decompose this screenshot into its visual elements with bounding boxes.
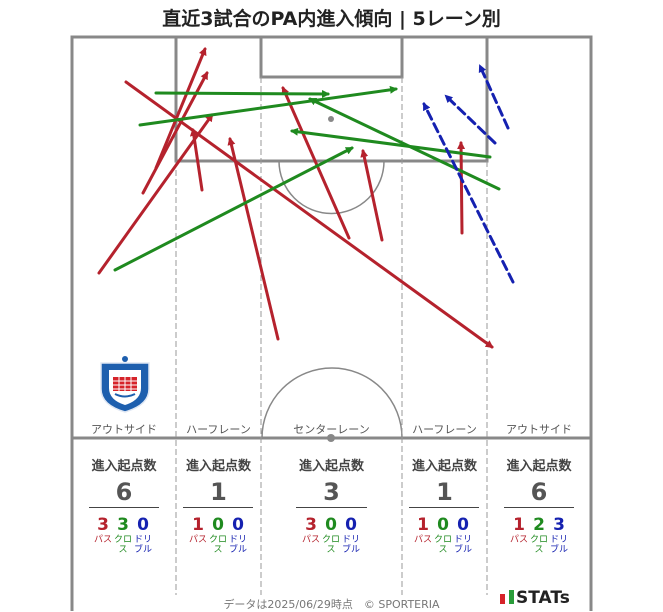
stat-pass: 1 パス [510, 515, 529, 545]
stat-header: 進入起点数 [411, 459, 477, 474]
pass-arrow [154, 47, 207, 170]
stat-total: 6 [115, 478, 133, 506]
vfk-crest-icon [100, 356, 150, 413]
stat-header: 進入起点数 [185, 459, 251, 474]
stat-divider [89, 507, 159, 508]
cross-arrow [308, 97, 501, 191]
stat-cross: 0 クロス [322, 515, 341, 555]
lane-label-halfspace-right: ハーフレーン [412, 423, 477, 436]
pass-arrow [360, 149, 384, 242]
stat-cross: 2 クロス [530, 515, 549, 555]
stat-header: 進入起点数 [298, 459, 364, 474]
stat-pass: 1 パス [189, 515, 208, 545]
dribble-arrow [444, 94, 497, 145]
stat-cross: 0 クロス [434, 515, 453, 555]
lane-label-halfspace-left: ハーフレーン [186, 423, 251, 436]
penalty-spot [328, 116, 334, 122]
stat-dribble: 0 ドリブル [229, 515, 248, 555]
cross-arrow [290, 127, 492, 159]
center-spot [327, 434, 335, 442]
pass-arrow [281, 86, 351, 240]
brand-text: STATs [516, 588, 570, 608]
stat-cross: 0 クロス [209, 515, 228, 555]
stat-divider [409, 507, 479, 508]
dribble-arrow [478, 64, 510, 130]
stat-total: 1 [436, 478, 453, 506]
center-circle [261, 367, 403, 439]
pass-arrow [97, 113, 214, 275]
brand-logo: STATs [500, 588, 570, 608]
stat-header: 進入起点数 [506, 459, 572, 474]
stat-cross: 3 クロス [114, 515, 133, 555]
stat-dribble: 0 ドリブル [134, 515, 153, 555]
dribble-arrow [422, 102, 515, 284]
lane-label-center: センターレーン [293, 423, 370, 436]
stat-total: 3 [323, 478, 340, 506]
pass-arrow [227, 137, 280, 341]
pass-arrow [189, 128, 204, 192]
stat-header: 進入起点数 [91, 459, 157, 474]
stat-pass: 3 パス [302, 515, 321, 545]
stat-total: 6 [530, 478, 548, 506]
footer-credit: データは2025/06/29時点 © SPORTERIA [223, 598, 440, 611]
stat-dribble: 0 ドリブル [342, 515, 361, 555]
pass-arrow [457, 141, 466, 235]
stat-dribble: 0 ドリブル [454, 515, 473, 555]
cross-arrow [113, 146, 354, 272]
page-title: 直近3試合のPA内進入傾向 | 5レーン別 [162, 8, 501, 30]
stat-divider [183, 507, 253, 508]
stat-total: 1 [210, 478, 227, 506]
cross-arrow [154, 89, 330, 98]
stat-pass: 1 パス [414, 515, 433, 545]
pass-arrow [124, 80, 494, 349]
stat-divider [296, 507, 367, 508]
lane-label-outside-left: アウトサイド [91, 423, 157, 436]
goal-area [259, 35, 404, 79]
cross-arrow [138, 85, 398, 127]
lane-label-outside-right: アウトサイド [506, 423, 572, 436]
stat-dribble: 3 ドリブル [550, 515, 569, 555]
stat-divider [504, 507, 574, 508]
stat-pass: 3 パス [94, 515, 113, 545]
